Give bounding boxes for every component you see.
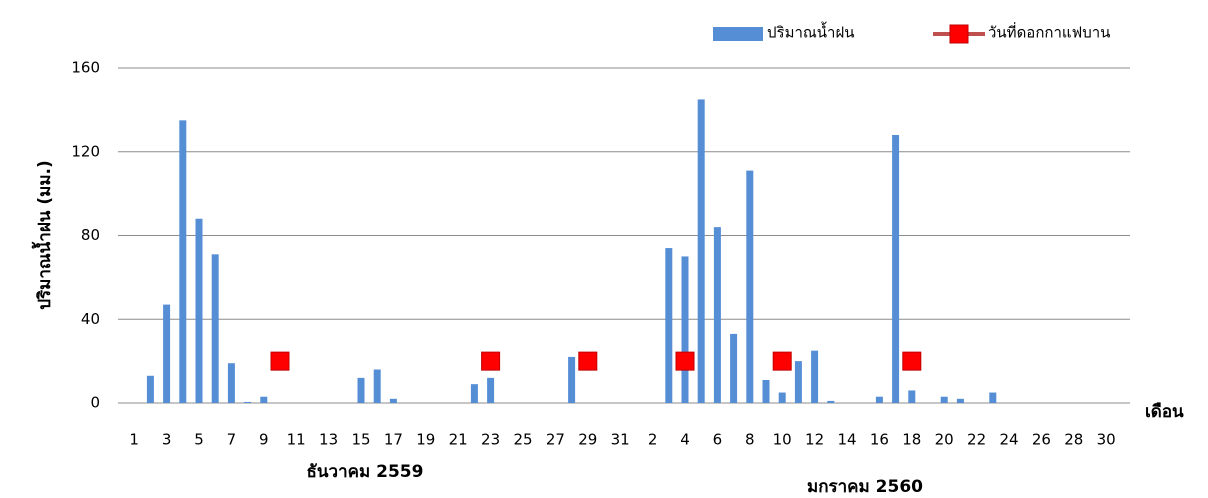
x-tick-label: 22 (967, 431, 986, 449)
bar (908, 390, 916, 403)
bar (827, 400, 835, 403)
x-tick-label: 20 (935, 431, 954, 449)
x-tick-label: 11 (287, 431, 306, 449)
x-tick-label: 15 (351, 431, 370, 449)
legend-marker (949, 24, 969, 44)
x-tick-label: 18 (902, 431, 921, 449)
x-group-label: ธันวาคม 2559 (307, 462, 424, 482)
x-tick-label: 23 (481, 431, 500, 449)
x-tick-label: 26 (1032, 431, 1051, 449)
y-tick-label: 40 (81, 310, 100, 328)
bar (211, 254, 219, 403)
x-tick-label: 31 (611, 431, 630, 449)
x-tick-label: 25 (513, 431, 532, 449)
marker (902, 351, 922, 371)
y-tick-label: 160 (71, 59, 100, 77)
legend-label: ปริมาณน้ำฝน (767, 22, 855, 42)
bar (697, 99, 705, 403)
bar (778, 392, 786, 403)
bar (195, 218, 203, 403)
bar (875, 396, 883, 403)
y-tick-label: 0 (90, 394, 100, 412)
y-tick-label: 120 (71, 142, 100, 160)
bar (260, 396, 268, 403)
bar (665, 248, 673, 403)
x-tick-label: 7 (227, 431, 237, 449)
bar (568, 356, 576, 403)
bar (940, 396, 948, 403)
x-tick-label: 30 (1097, 431, 1116, 449)
bar (163, 304, 171, 403)
x-axis-title: เดือน (1145, 401, 1184, 422)
marker (481, 351, 501, 371)
bar (730, 333, 738, 403)
bar (227, 363, 235, 403)
bar (989, 392, 997, 403)
bar (713, 227, 721, 403)
marker (270, 351, 290, 371)
x-tick-label: 8 (745, 431, 755, 449)
bar (794, 361, 802, 403)
bar (956, 398, 964, 403)
x-tick-label: 19 (416, 431, 435, 449)
x-tick-label: 2 (648, 431, 658, 449)
x-tick-label: 21 (449, 431, 468, 449)
bar (179, 120, 187, 403)
bar (357, 377, 365, 403)
x-tick-label: 4 (680, 431, 690, 449)
bar (244, 401, 252, 403)
x-group-label: มกราคม 2560 (807, 477, 923, 497)
x-tick-label: 12 (805, 431, 824, 449)
bar (811, 350, 819, 403)
legend-label: วันที่ดอกกาแฟบาน (988, 22, 1110, 42)
x-tick-label: 29 (578, 431, 597, 449)
bar (146, 375, 154, 403)
x-tick-label: 10 (773, 431, 792, 449)
x-tick-label: 28 (1064, 431, 1083, 449)
x-tick-label: 1 (129, 431, 139, 449)
bar (373, 369, 381, 403)
marker (675, 351, 695, 371)
x-tick-label: 14 (837, 431, 856, 449)
x-tick-label: 24 (999, 431, 1018, 449)
marker (578, 351, 598, 371)
x-tick-label: 13 (319, 431, 338, 449)
bar (487, 377, 495, 403)
x-tick-label: 3 (162, 431, 172, 449)
bar (746, 170, 754, 403)
legend-swatch (713, 27, 763, 41)
x-tick-label: 17 (384, 431, 403, 449)
bar (389, 398, 397, 403)
x-tick-label: 9 (259, 431, 269, 449)
bar (470, 384, 478, 403)
bar (762, 379, 770, 403)
x-tick-label: 27 (546, 431, 565, 449)
bar (892, 135, 900, 403)
x-tick-label: 5 (194, 431, 204, 449)
marker (772, 351, 792, 371)
y-tick-label: 80 (81, 226, 100, 244)
bar (681, 256, 689, 403)
y-axis-title: ปริมาณน้ำฝน (มม.) (31, 160, 55, 310)
x-tick-label: 6 (713, 431, 723, 449)
x-tick-label: 16 (870, 431, 889, 449)
